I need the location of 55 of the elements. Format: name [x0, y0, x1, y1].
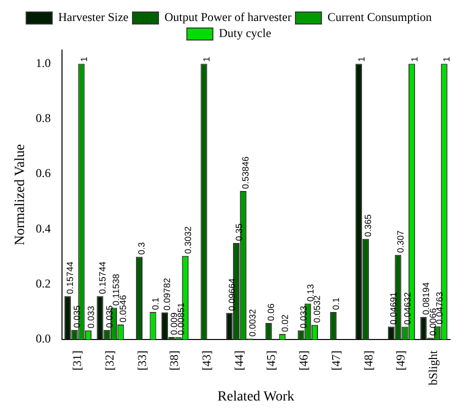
y-tick-label: 0.2: [36, 276, 51, 291]
x-tick-label: [33]: [134, 350, 149, 371]
data-label: 0.3: [136, 242, 147, 255]
x-axis-title: Related Work: [218, 389, 294, 404]
data-label: 0.53846: [240, 156, 251, 190]
data-label: 0.02: [280, 314, 290, 332]
y-tick-label: 0.4: [36, 221, 51, 236]
data-label: 0.3032: [182, 226, 193, 254]
x-tick-label: [31]: [70, 350, 84, 371]
x-tick-label: [32]: [102, 350, 116, 371]
data-label: 0.09664: [226, 278, 237, 311]
data-label: 0.0032: [248, 309, 258, 337]
data-label: 0.04691: [388, 292, 399, 325]
legend-label: Current Consumption: [327, 10, 432, 24]
x-tick-label: bSlight: [426, 350, 440, 386]
data-label: 1: [442, 56, 452, 62]
x-tick-label: [48]: [361, 350, 376, 371]
data-label: 0.035: [72, 305, 82, 328]
data-label: 0.307: [396, 230, 406, 253]
data-label: 1: [78, 56, 89, 62]
data-label: 0.15744: [65, 262, 76, 294]
data-label: 0.35: [234, 223, 244, 242]
x-tick-label: [46]: [296, 350, 311, 371]
legend-label: Duty cycle: [218, 26, 272, 40]
y-tick-label: 0.6: [36, 166, 51, 180]
data-label: 0.04763: [434, 292, 445, 324]
data-label: 0.08194: [421, 282, 431, 315]
data-label: 0.04632: [402, 292, 412, 325]
data-label: 0.09782: [162, 278, 172, 311]
data-label: 0.0546: [118, 294, 128, 322]
x-tick-label: [49]: [394, 350, 408, 371]
data-label: 1: [201, 56, 212, 62]
data-label: 0.0532: [312, 295, 322, 323]
x-tick-label: [44]: [232, 350, 246, 371]
data-label: 0.365: [363, 214, 374, 237]
data-label: 0.1: [330, 297, 341, 310]
data-label: 0.033: [86, 306, 96, 328]
data-label: 0.15744: [98, 262, 108, 294]
y-tick-label: 1.0: [36, 56, 51, 70]
x-tick-label: [38]: [167, 350, 182, 371]
y-tick-label: 0.8: [36, 111, 51, 126]
x-tick-label: [47]: [328, 350, 343, 371]
legend-label: Harvester Size: [58, 10, 129, 24]
x-tick-label: [45]: [264, 350, 278, 371]
data-label: 0.033: [298, 306, 308, 328]
data-label: 0.00851: [176, 302, 186, 336]
data-label: 1: [356, 56, 366, 62]
data-label: 1: [409, 56, 420, 62]
data-label: 0.1: [150, 297, 160, 310]
legend-label: Output Power of harvester: [164, 10, 292, 24]
y-tick-label: 0.0: [36, 332, 51, 346]
data-label: 0.06: [266, 303, 276, 321]
x-tick-label: [43]: [200, 350, 214, 371]
y-axis-title: Normalized Value: [13, 144, 28, 246]
data-label: 0.035: [104, 305, 114, 328]
